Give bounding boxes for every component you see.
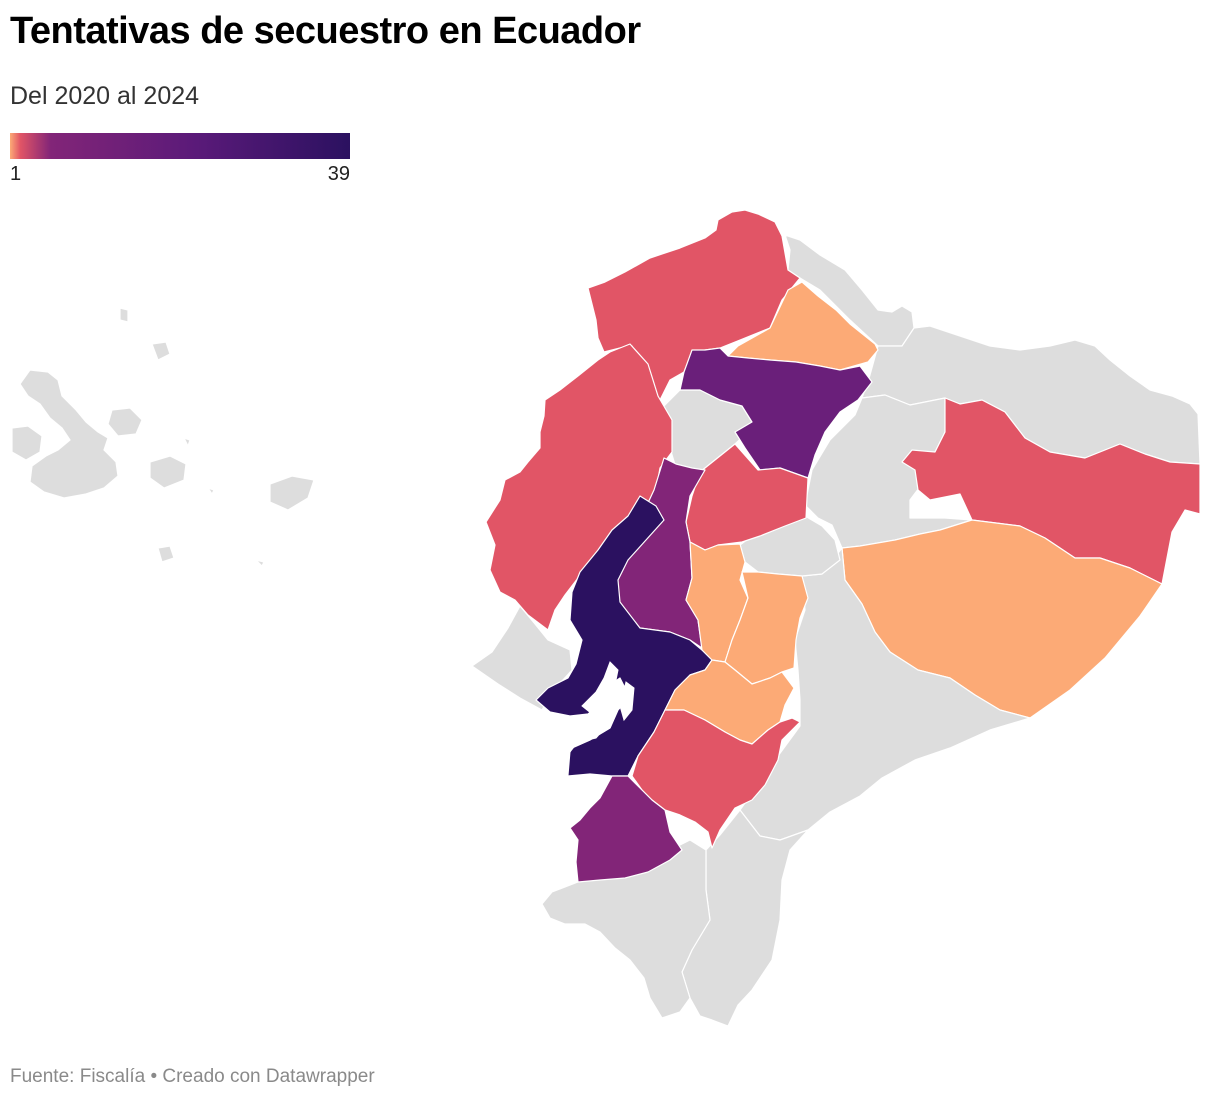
region-loja[interactable] (541, 839, 711, 1019)
legend-min-label: 1 (10, 163, 22, 185)
color-legend: 1 39 (10, 133, 350, 185)
region-pichincha[interactable] (679, 347, 873, 479)
legend-labels: 1 39 (10, 159, 350, 185)
region-morona[interactable] (739, 547, 1031, 841)
chart-subtitle: Del 2020 al 2024 (10, 82, 200, 110)
region-el-oro[interactable] (569, 775, 683, 883)
region-galapagos[interactable] (11, 307, 315, 567)
ecuador-choropleth-map (11, 209, 1201, 1027)
region-santa-elena[interactable] (471, 605, 573, 711)
region-azuay[interactable] (631, 709, 801, 849)
region-manabi[interactable] (485, 343, 673, 631)
legend-gradient-bar (10, 133, 350, 159)
legend-max-label: 39 (327, 163, 350, 185)
source-footer: Fuente: Fiscalía • Creado con Datawrappe… (10, 1066, 375, 1087)
chart-title: Tentativas de secuestro en Ecuador (10, 10, 641, 52)
